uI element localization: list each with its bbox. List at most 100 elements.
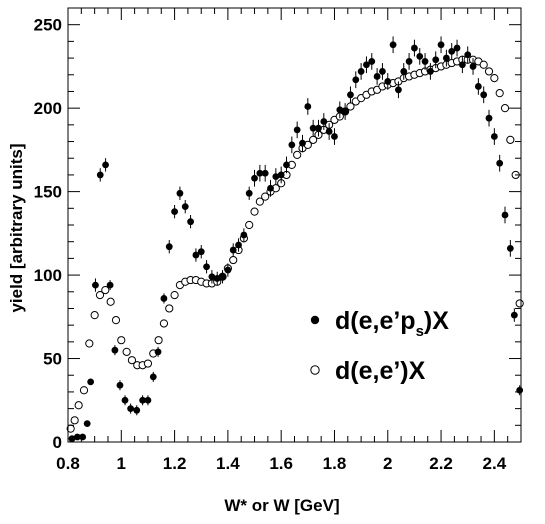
data-point-filled	[187, 218, 194, 226]
data-point-open	[293, 150, 302, 159]
data-marks	[66, 36, 524, 443]
data-point-filled	[421, 58, 429, 65]
x-tick-label: 1.8	[323, 454, 347, 473]
data-point-filled	[149, 373, 157, 381]
data-point-open	[490, 74, 499, 83]
data-point-open	[106, 297, 115, 306]
data-point-filled	[154, 348, 162, 356]
data-point-filled	[458, 61, 466, 69]
y-tick-label: 50	[43, 350, 62, 369]
data-point-filled	[92, 281, 99, 289]
data-point-open	[90, 311, 99, 320]
data-point-filled	[325, 128, 333, 135]
data-point-filled	[133, 406, 141, 414]
data-point-filled	[229, 246, 237, 254]
data-point-filled	[299, 139, 306, 147]
data-point-filled	[176, 189, 184, 197]
data-point-filled	[219, 273, 226, 281]
data-point-filled	[116, 381, 124, 389]
data-point-filled	[496, 159, 504, 167]
data-point-filled	[363, 61, 370, 69]
data-point-filled	[315, 124, 322, 132]
x-tick-label: 2.2	[429, 454, 453, 473]
data-point-filled	[213, 275, 221, 282]
data-point-filled	[352, 76, 360, 84]
data-point-filled	[405, 58, 413, 65]
data-point-filled	[453, 44, 461, 52]
data-point-open	[154, 336, 163, 345]
legend-marker-open	[310, 365, 320, 375]
y-axis-title: yield [arbitrary units]	[7, 143, 26, 312]
data-point-filled	[373, 73, 381, 80]
data-point-filled	[251, 174, 258, 182]
data-point-open	[495, 89, 504, 98]
legend-label-series-1-end: )X	[424, 307, 449, 335]
data-point-open	[101, 286, 110, 295]
data-point-open	[159, 319, 169, 328]
data-point-filled	[127, 405, 135, 413]
data-point-filled	[139, 396, 147, 404]
data-point-filled	[516, 386, 524, 394]
legend-label-series-1: d(e,e’ps)X	[335, 307, 449, 340]
data-point-filled	[197, 248, 205, 256]
data-point-filled	[111, 346, 119, 354]
data-point-filled	[331, 133, 338, 140]
data-point-filled	[336, 106, 344, 114]
data-point-filled	[480, 91, 488, 99]
data-point-filled	[510, 311, 518, 319]
x-tick-label: 0.8	[56, 454, 80, 473]
data-point-filled	[96, 171, 104, 179]
data-point-filled	[304, 103, 312, 110]
data-point-filled	[320, 118, 328, 125]
data-point-filled	[389, 41, 397, 49]
plot-frame	[67, 7, 522, 443]
data-point-filled	[106, 281, 114, 289]
y-tick-label: 250	[34, 16, 62, 35]
data-point-open	[170, 291, 179, 300]
data-point-filled	[485, 114, 493, 122]
data-point-filled	[347, 91, 354, 99]
data-point-filled	[368, 58, 376, 65]
x-tick-label: 1.6	[269, 454, 293, 473]
data-point-filled	[267, 184, 274, 192]
x-tick-label: 1.2	[163, 454, 187, 473]
data-point-open	[515, 299, 524, 308]
data-point-filled	[235, 241, 242, 249]
data-point-filled	[160, 295, 168, 302]
data-point-filled	[288, 141, 296, 149]
data-point-filled	[469, 63, 477, 70]
data-point-open	[255, 197, 264, 206]
data-point-open	[250, 207, 259, 216]
data-point-filled	[395, 86, 402, 94]
data-point-open	[85, 339, 94, 348]
data-point-filled	[277, 171, 285, 179]
data-point-open	[95, 291, 105, 300]
data-point-open	[117, 336, 126, 345]
data-point-filled	[102, 161, 109, 169]
data-point-filled	[501, 211, 509, 219]
legend-marker-filled	[310, 315, 320, 325]
data-point-filled	[144, 396, 152, 404]
legend-label-series-1-sub: s	[416, 323, 424, 340]
data-point-filled	[208, 273, 216, 281]
data-point-filled	[87, 378, 95, 386]
data-point-filled	[79, 433, 87, 441]
data-point-filled	[490, 133, 498, 140]
legend-label-series-2: d(e,e’)X	[335, 357, 426, 385]
data-point-filled	[400, 68, 408, 75]
y-tick-label: 150	[34, 183, 62, 202]
data-point-filled	[73, 433, 81, 441]
data-point-filled	[448, 48, 456, 55]
legend-label-series-1-main: d(e,e’p	[335, 307, 416, 335]
x-tick-label: 1	[117, 454, 126, 473]
data-point-open	[143, 359, 153, 368]
x-tick-label: 1.4	[216, 454, 240, 473]
data-point-open	[500, 104, 510, 113]
data-point-open	[79, 386, 89, 395]
data-point-open	[165, 304, 174, 313]
data-point-filled	[309, 124, 317, 132]
y-tick-label: 200	[34, 99, 62, 118]
x-tick-label: 2	[383, 454, 392, 473]
data-point-filled	[341, 108, 349, 115]
